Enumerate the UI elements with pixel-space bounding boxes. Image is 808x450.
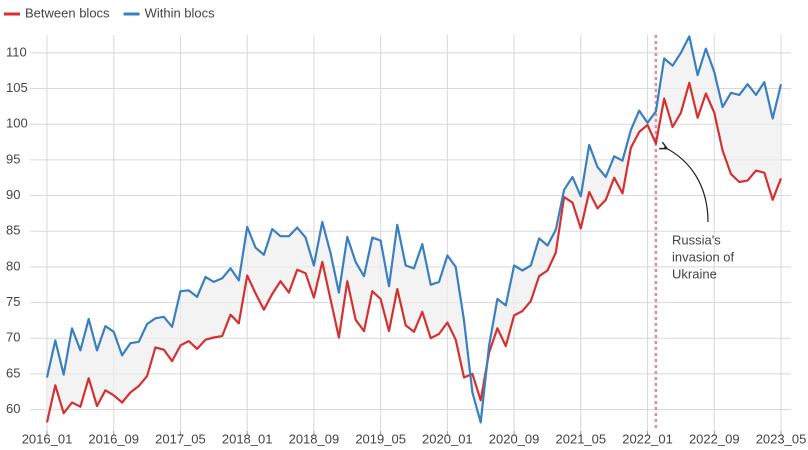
x-tick-label: 2020_01 — [422, 431, 473, 446]
legend-label: Within blocs — [145, 5, 216, 20]
annotation: Ukraine — [672, 266, 717, 281]
y-tick-label: 100 — [6, 116, 28, 131]
y-tick-label: 95 — [6, 151, 20, 166]
x-tick-label: 2020_09 — [489, 431, 540, 446]
legend-item: Between blocs — [4, 5, 110, 20]
series-line — [45, 35, 783, 424]
legend-label: Between blocs — [25, 5, 110, 20]
x-tick-label: 2018_01 — [222, 431, 273, 446]
x-tick-label: 2019_05 — [355, 431, 406, 446]
y-tick-label: 105 — [6, 80, 28, 95]
legend-item: Within blocs — [123, 5, 216, 20]
x-tick-label: 2022_01 — [622, 431, 673, 446]
x-tick-label: 2022_09 — [689, 431, 740, 446]
x-tick-label: 2016_09 — [88, 431, 139, 446]
y-tick-label: 60 — [6, 401, 20, 416]
gap-area — [47, 36, 781, 423]
x-tick-label: 2023_05 — [756, 431, 807, 446]
y-tick-label: 85 — [6, 223, 20, 238]
x-tick-label: 2016_01 — [22, 431, 73, 446]
x-tick-label: 2018_09 — [289, 431, 340, 446]
annotation-arrow — [664, 147, 709, 223]
y-tick-label: 110 — [6, 44, 27, 59]
x-tick-label: 2017_05 — [155, 431, 206, 446]
y-tick-label: 75 — [6, 294, 20, 309]
y-tick-label: 65 — [6, 365, 20, 380]
y-tick-label: 90 — [6, 187, 20, 202]
series-line — [45, 81, 783, 423]
y-tick-label: 70 — [6, 330, 20, 345]
x-tick-label: 2021_05 — [556, 431, 607, 446]
annotation: invasion of — [672, 249, 735, 264]
annotation: Russia's — [672, 232, 721, 247]
y-tick-label: 80 — [6, 258, 20, 273]
